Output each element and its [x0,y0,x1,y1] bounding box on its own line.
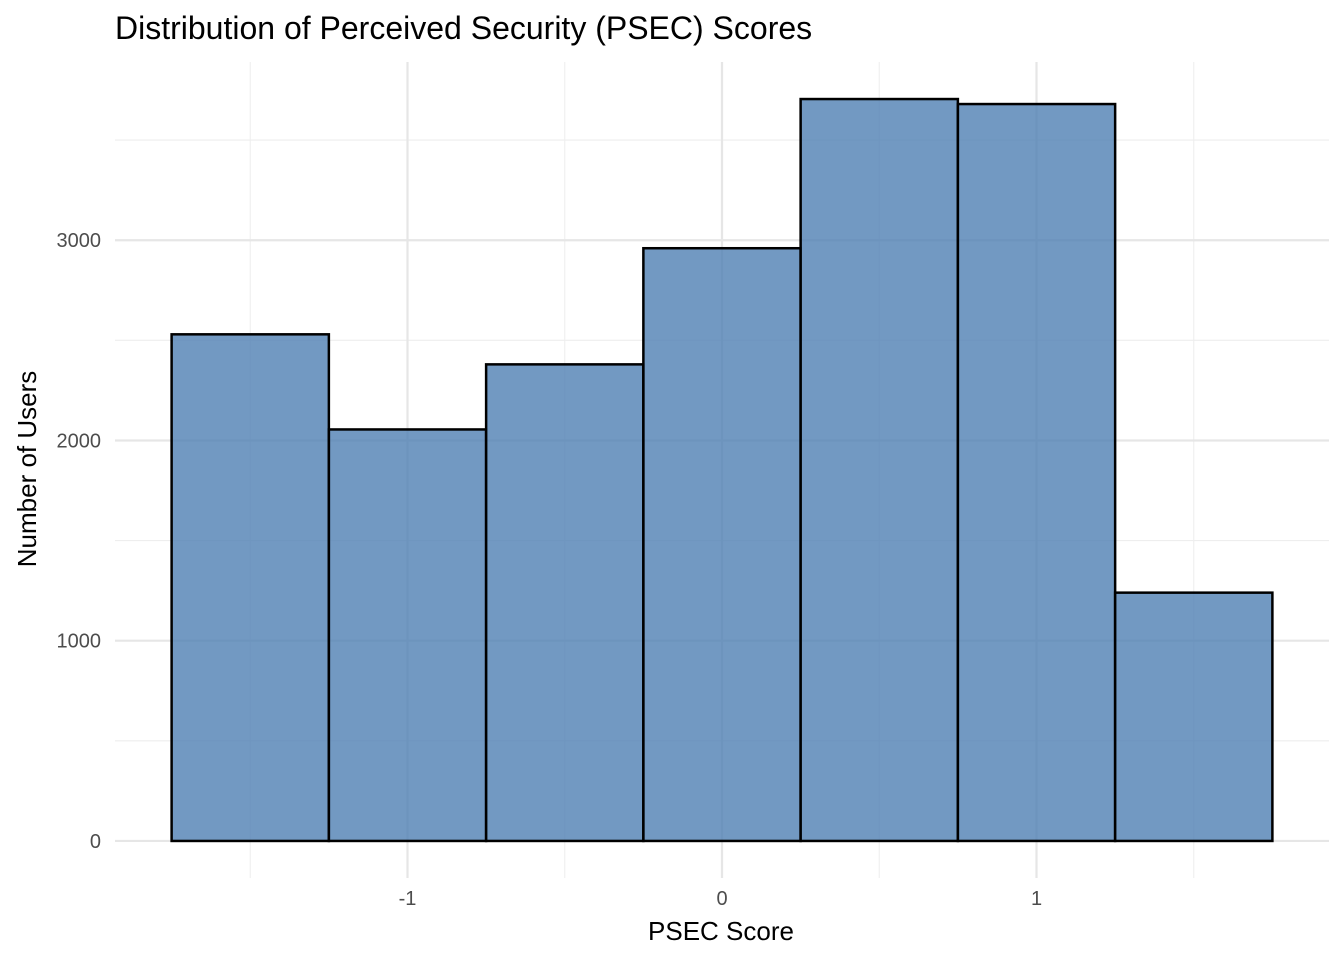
y-tick-label: 0 [90,831,101,853]
histogram-bar [799,97,960,843]
chart-title: Distribution of Perceived Security (PSEC… [115,10,812,46]
x-tick-label: 1 [1031,888,1042,910]
histogram-bar [956,102,1117,843]
histogram-bar [642,246,802,843]
bars [170,97,1274,843]
histogram-bar [1113,591,1274,843]
x-axis-tick-labels: -1 0 1 [399,888,1042,910]
y-tick-label: 1000 [57,631,102,653]
x-tick-label: -1 [399,888,417,910]
x-tick-label: 0 [716,888,727,910]
y-axis-title: Number of Users [12,371,42,568]
histogram-bar [170,333,331,843]
x-axis-title: PSEC Score [648,916,794,946]
y-tick-label: 2000 [57,430,102,452]
histogram-bar [484,363,645,843]
y-axis-tick-labels: 0 1000 2000 3000 [57,230,102,853]
y-tick-label: 3000 [57,230,102,252]
histogram-bar [327,428,488,843]
